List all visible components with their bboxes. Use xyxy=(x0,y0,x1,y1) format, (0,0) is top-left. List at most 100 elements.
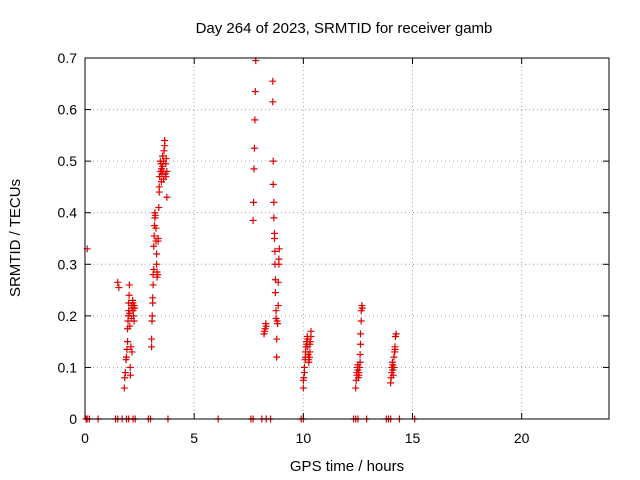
y-tick-label: 0 xyxy=(69,411,77,427)
x-tick-label: 0 xyxy=(81,430,89,446)
data-point xyxy=(273,335,281,343)
data-point xyxy=(122,353,130,361)
data-point xyxy=(357,340,365,348)
data-point xyxy=(358,304,366,312)
data-point xyxy=(160,147,168,155)
data-point xyxy=(128,348,136,356)
data-point xyxy=(300,363,308,371)
data-point xyxy=(121,369,129,377)
x-tick-label: 5 xyxy=(190,430,198,446)
data-point xyxy=(148,343,156,351)
data-point xyxy=(152,224,160,232)
x-tick-label: 20 xyxy=(514,430,530,446)
data-series xyxy=(82,57,419,423)
data-point xyxy=(274,278,282,286)
chart-title: Day 264 of 2023, SRMTID for receiver gam… xyxy=(196,20,493,37)
data-point xyxy=(159,152,167,160)
data-point xyxy=(121,374,129,382)
data-point xyxy=(299,384,307,392)
data-point xyxy=(155,204,163,212)
data-point xyxy=(153,250,161,258)
y-tick-label: 0.5 xyxy=(58,153,78,169)
data-point xyxy=(300,374,308,382)
data-point xyxy=(269,157,277,165)
data-point xyxy=(148,335,156,343)
data-point xyxy=(357,317,365,325)
data-point xyxy=(120,384,128,392)
x-tick-label: 15 xyxy=(405,430,421,446)
data-point xyxy=(154,235,162,242)
y-axis-label: SRMTID / TECUs xyxy=(7,179,24,297)
data-point xyxy=(250,144,258,152)
x-axis-label: GPS time / hours xyxy=(290,458,404,475)
data-point xyxy=(163,167,171,175)
data-point xyxy=(262,322,270,330)
data-point xyxy=(270,214,278,222)
data-point xyxy=(306,338,314,346)
data-point xyxy=(274,302,282,310)
data-point xyxy=(150,232,158,240)
data-point xyxy=(125,281,133,289)
plot-frame xyxy=(84,57,610,420)
data-point xyxy=(392,330,400,338)
data-point xyxy=(148,312,156,320)
grid-lines xyxy=(85,58,609,419)
data-point xyxy=(271,247,279,255)
data-point xyxy=(275,245,283,253)
data-point xyxy=(271,235,279,242)
data-point xyxy=(271,289,279,297)
data-point xyxy=(306,348,314,356)
data-point xyxy=(389,371,397,379)
data-point xyxy=(272,307,280,315)
axis-ticks: 0 0.1 0.2 0.3 0.4 0.5 0.6 0.7 0 5 10 15 20 xyxy=(58,50,609,446)
data-point xyxy=(390,353,398,361)
data-point xyxy=(390,363,398,371)
data-point xyxy=(355,369,363,377)
data-point xyxy=(153,260,161,268)
data-point xyxy=(352,384,360,392)
data-point xyxy=(307,327,315,335)
data-point xyxy=(155,183,163,191)
data-point xyxy=(269,98,277,106)
data-point xyxy=(131,304,139,312)
x-tick-label: 10 xyxy=(296,430,312,446)
y-tick-label: 0.4 xyxy=(58,205,78,221)
data-point xyxy=(162,155,170,163)
data-point xyxy=(115,283,123,291)
data-point xyxy=(150,242,158,250)
data-point xyxy=(149,281,157,289)
data-point xyxy=(127,343,135,351)
data-point xyxy=(250,165,258,173)
data-point xyxy=(250,198,258,206)
data-point xyxy=(125,291,133,299)
data-point xyxy=(305,358,313,366)
data-point xyxy=(249,216,257,224)
data-point xyxy=(114,278,122,286)
data-point xyxy=(126,322,134,330)
data-point xyxy=(162,173,170,181)
data-point xyxy=(269,77,277,85)
data-point xyxy=(391,343,399,351)
data-point xyxy=(275,255,283,263)
y-tick-label: 0.1 xyxy=(58,359,78,375)
data-point xyxy=(274,320,282,328)
data-point xyxy=(163,193,171,201)
y-tick-label: 0.6 xyxy=(58,102,78,118)
y-tick-label: 0.3 xyxy=(58,256,78,272)
data-point xyxy=(129,312,137,320)
y-tick-label: 0.7 xyxy=(58,50,78,66)
data-point xyxy=(356,351,364,359)
data-point xyxy=(126,371,134,379)
data-point xyxy=(149,294,157,302)
data-point xyxy=(126,363,134,371)
data-point xyxy=(124,338,132,346)
data-point xyxy=(154,271,162,279)
data-point xyxy=(123,345,131,353)
data-point xyxy=(273,353,281,361)
data-point xyxy=(251,88,259,96)
data-point xyxy=(270,198,278,206)
data-point xyxy=(161,137,169,145)
data-point xyxy=(251,116,259,124)
data-point xyxy=(357,330,365,338)
